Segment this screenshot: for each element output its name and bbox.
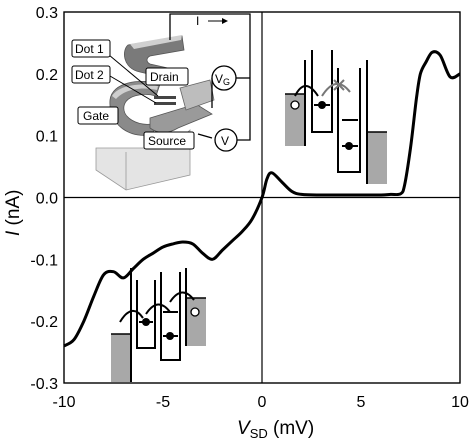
source-label: Source bbox=[148, 134, 186, 148]
bias-voltage-meter bbox=[214, 128, 238, 152]
vg-label: V bbox=[215, 72, 223, 86]
energy-diagram-upper bbox=[285, 50, 387, 184]
dot2-label: Dot 2 bbox=[75, 68, 104, 82]
x-tick-label: -10 bbox=[52, 394, 75, 411]
gate-label: Gate bbox=[83, 109, 109, 123]
circuit-wire bbox=[169, 13, 251, 141]
tick-labels: -10 -5 0 5 10 -0.3 -0.2 -0.1 0.0 0.1 0.2 0.3 bbox=[30, 5, 469, 411]
y-tick-label: -0.1 bbox=[30, 252, 58, 269]
source-electrode bbox=[149, 103, 213, 133]
svg-text:VG: VG bbox=[215, 72, 230, 87]
y-axis-title: I (nA) bbox=[3, 190, 24, 236]
electron-icon bbox=[142, 318, 150, 326]
device-schematic-inset: I VG V Dot 1 Dot 2 Drain Gate Source bbox=[71, 13, 251, 191]
gate-voltage-meter bbox=[211, 65, 237, 91]
y-tick-label: -0.2 bbox=[30, 314, 58, 331]
dot-1 bbox=[154, 96, 176, 99]
y-tick-label: -0.3 bbox=[30, 376, 58, 393]
vg-sub-label: G bbox=[223, 77, 230, 87]
electron-icon bbox=[166, 332, 174, 340]
drain-pad bbox=[179, 79, 215, 111]
y-tick-label: 0.3 bbox=[36, 5, 58, 22]
current-label: I bbox=[196, 14, 199, 28]
electron-icon bbox=[318, 101, 326, 109]
dot-2 bbox=[154, 102, 176, 105]
x-axis-title: VSD (mV) bbox=[237, 418, 314, 441]
hole-icon bbox=[290, 100, 300, 110]
v-label: V bbox=[221, 134, 229, 148]
electron-icon bbox=[345, 142, 353, 150]
current-arrow bbox=[222, 18, 228, 24]
iv-curve bbox=[63, 50, 461, 348]
dot1-label: Dot 1 bbox=[75, 42, 104, 56]
x-tick-label: 5 bbox=[357, 394, 366, 411]
y-tick-label: 0.2 bbox=[36, 67, 58, 84]
x-tick-label: 10 bbox=[451, 394, 469, 411]
x-tick-label: -5 bbox=[156, 394, 170, 411]
hole-icon bbox=[190, 307, 200, 317]
drain-label: Drain bbox=[150, 70, 179, 84]
y-tick-label: 0.1 bbox=[36, 129, 58, 146]
curve-layer bbox=[63, 50, 461, 348]
energy-diagram-lower bbox=[111, 268, 206, 382]
x-tick-label: 0 bbox=[258, 394, 267, 411]
y-tick-label: 0.0 bbox=[36, 191, 58, 208]
